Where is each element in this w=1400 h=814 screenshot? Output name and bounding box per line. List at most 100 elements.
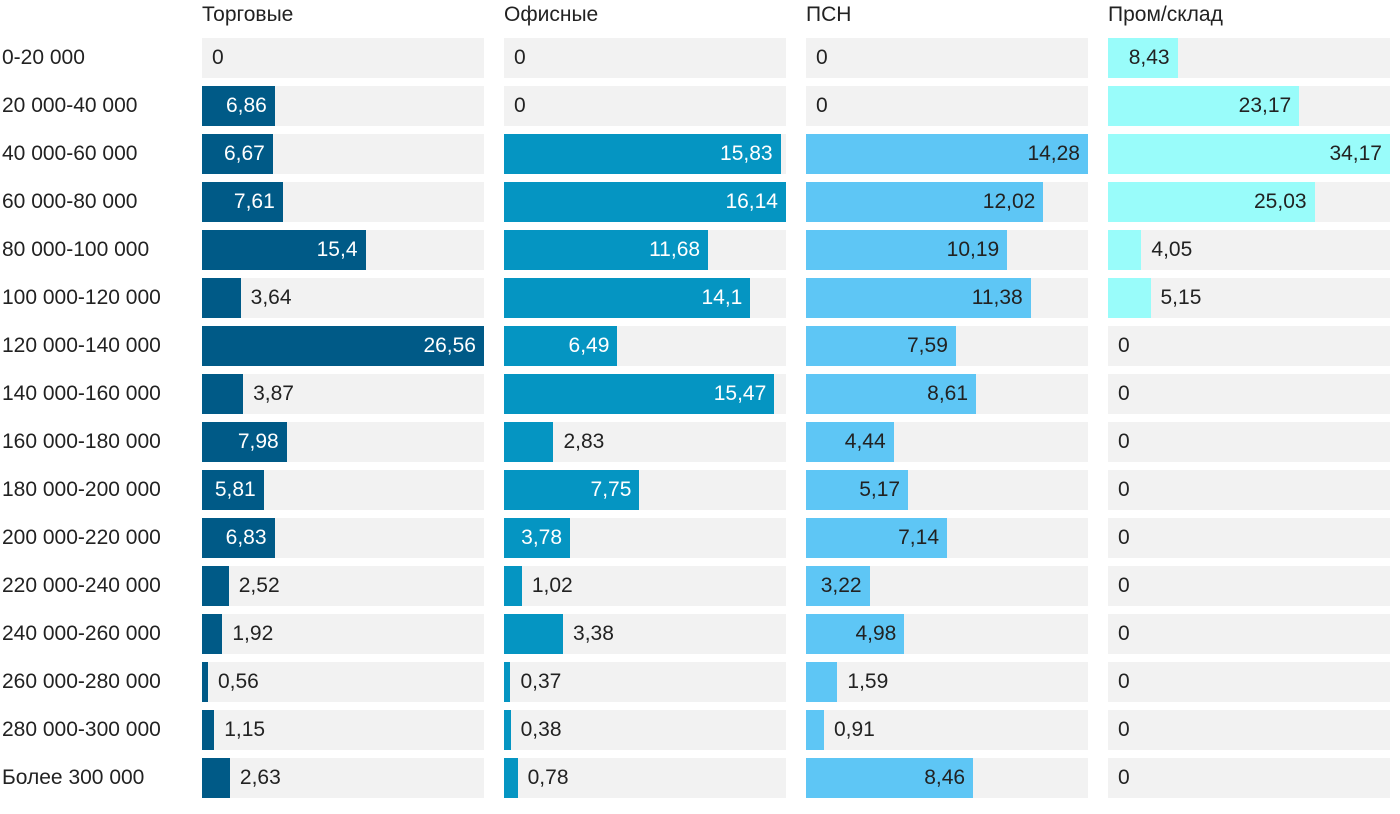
bar xyxy=(806,662,838,702)
category-label: 180 000-200 000 xyxy=(2,478,161,501)
bar xyxy=(504,662,511,702)
bar xyxy=(504,374,775,414)
category-label: 100 000-120 000 xyxy=(2,286,161,309)
data-label: 0 xyxy=(1118,382,1130,405)
bar xyxy=(202,374,244,414)
bar xyxy=(1108,134,1390,174)
data-label: 0 xyxy=(1118,766,1130,789)
data-label: 0 xyxy=(1118,526,1130,549)
bar xyxy=(806,374,977,414)
bar-track xyxy=(504,758,786,798)
panel-title: Торговые xyxy=(202,3,294,26)
data-label: 7,14 xyxy=(898,526,939,549)
category-label: 200 000-220 000 xyxy=(2,526,161,549)
bar xyxy=(806,278,1031,318)
bar xyxy=(504,326,618,366)
bar xyxy=(806,230,1008,270)
data-label: 3,64 xyxy=(250,286,292,309)
bar xyxy=(202,470,264,510)
bar-track xyxy=(1108,566,1390,606)
data-label: 11,38 xyxy=(971,286,1023,309)
bar xyxy=(504,182,786,222)
bar xyxy=(202,134,273,174)
data-label: 8,61 xyxy=(927,382,969,405)
bar-track xyxy=(1108,278,1390,318)
data-label: 0,78 xyxy=(527,766,569,789)
data-label: 7,75 xyxy=(590,478,632,501)
bar-track xyxy=(1108,326,1390,366)
bar xyxy=(202,278,241,318)
data-label: 3,22 xyxy=(820,574,862,597)
bar-track xyxy=(806,38,1088,78)
data-label: 7,61 xyxy=(233,190,275,213)
data-label: 0,37 xyxy=(520,670,562,693)
data-label: 0 xyxy=(1118,718,1130,741)
data-label: 2,52 xyxy=(238,574,280,597)
bar xyxy=(1108,38,1178,78)
bar xyxy=(504,470,640,510)
bar xyxy=(1108,230,1142,270)
bar-track xyxy=(202,374,484,414)
data-label: 15,4 xyxy=(316,238,358,261)
data-label: 4,44 xyxy=(844,430,886,453)
bar xyxy=(202,422,287,462)
bar-track xyxy=(202,278,484,318)
data-label: 2,63 xyxy=(239,766,281,789)
data-label: 15,83 xyxy=(720,142,773,165)
data-label: 3,38 xyxy=(573,622,614,645)
bar-track xyxy=(202,38,484,78)
bar-track xyxy=(1108,230,1390,270)
bar-track xyxy=(1108,518,1390,558)
data-label: 0 xyxy=(1118,478,1130,501)
bar xyxy=(806,182,1044,222)
bar xyxy=(806,710,824,750)
bar xyxy=(202,758,230,798)
category-label: 280 000-300 000 xyxy=(2,718,161,741)
data-label: 0 xyxy=(1118,622,1130,645)
bar xyxy=(1108,182,1315,222)
category-label: 220 000-240 000 xyxy=(2,574,161,597)
bar xyxy=(202,86,275,126)
data-label: 8,43 xyxy=(1128,46,1170,69)
bar xyxy=(202,518,275,558)
bar xyxy=(504,518,571,558)
data-label: 4,98 xyxy=(855,622,897,645)
data-label: 6,83 xyxy=(225,526,267,549)
bar xyxy=(806,470,909,510)
bar-track xyxy=(1108,374,1390,414)
bar xyxy=(202,182,283,222)
data-label: 3,78 xyxy=(521,526,563,549)
data-label: 12,02 xyxy=(982,190,1036,213)
bar-track xyxy=(504,566,786,606)
data-label: 4,05 xyxy=(1151,238,1193,261)
data-label: 6,67 xyxy=(223,142,265,165)
bar xyxy=(1108,86,1300,126)
bar xyxy=(202,566,229,606)
data-label: 1,15 xyxy=(224,718,266,741)
data-label: 0,91 xyxy=(833,718,875,741)
bar-track xyxy=(1108,470,1390,510)
bar xyxy=(202,326,484,366)
bar xyxy=(504,278,751,318)
bar-track xyxy=(202,710,484,750)
data-label: 6,86 xyxy=(225,94,267,117)
bar xyxy=(504,422,554,462)
data-label: 5,17 xyxy=(859,478,901,501)
data-label: 1,59 xyxy=(847,670,889,693)
data-label: 15,47 xyxy=(713,382,767,405)
data-label: 34,17 xyxy=(1329,142,1382,165)
bar-track xyxy=(504,710,786,750)
bar xyxy=(504,134,781,174)
bar xyxy=(202,710,215,750)
data-label: 14,28 xyxy=(1027,142,1080,165)
panel-title: ПСН xyxy=(806,3,852,26)
bar xyxy=(202,614,223,654)
data-label: 1,92 xyxy=(232,622,274,645)
bar-track xyxy=(806,86,1088,126)
data-label: 1,02 xyxy=(531,574,573,597)
bar xyxy=(504,758,518,798)
bar-track xyxy=(202,614,484,654)
bar-track xyxy=(1108,614,1390,654)
bar-track xyxy=(504,86,786,126)
bar xyxy=(806,518,947,558)
